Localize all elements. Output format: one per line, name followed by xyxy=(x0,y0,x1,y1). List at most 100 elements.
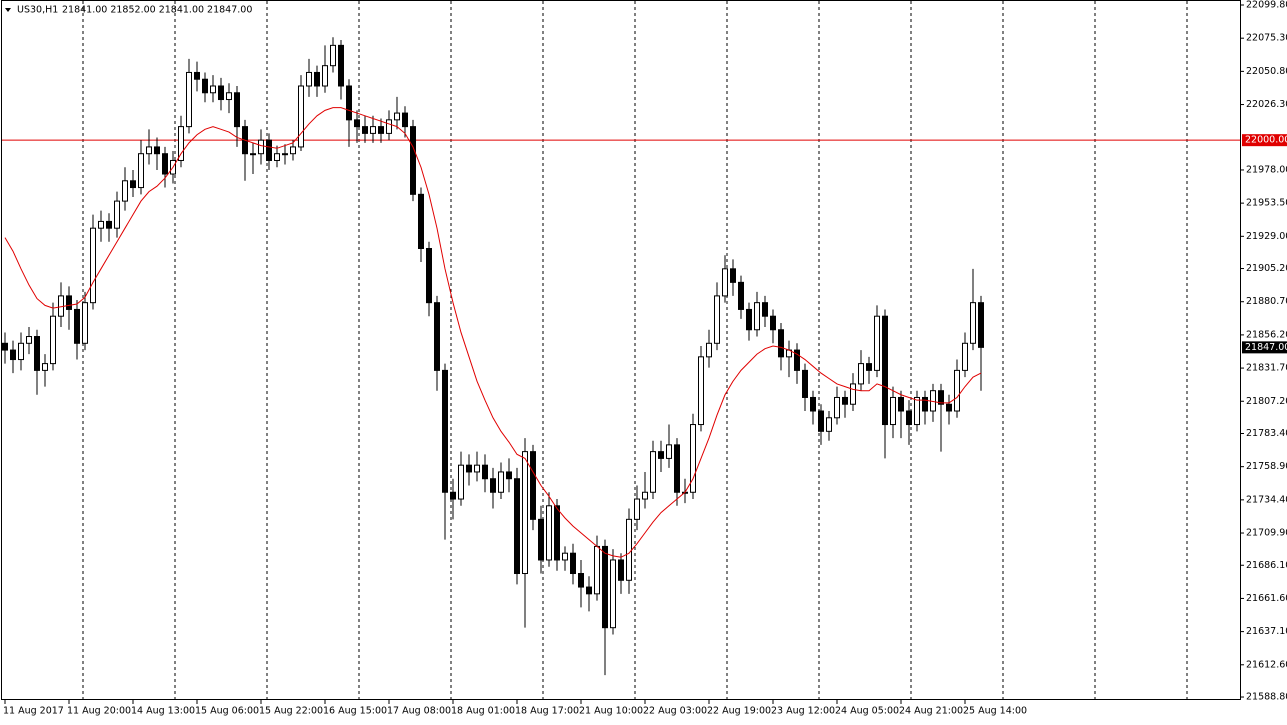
candle-body xyxy=(418,193,424,250)
x-tick-label: 18 Aug 17:00 xyxy=(515,706,579,717)
y-tick-label: 21953.50 xyxy=(1246,198,1287,209)
candle-body xyxy=(402,112,408,128)
x-tick-label: 14 Aug 13:00 xyxy=(131,706,195,717)
x-tick-label: 24 Aug 05:00 xyxy=(835,706,899,717)
candle-body xyxy=(258,139,264,155)
candle-body xyxy=(746,308,752,331)
candle-body xyxy=(554,505,560,561)
candle-body xyxy=(794,349,800,371)
candle-body xyxy=(674,444,680,493)
y-tick-label: 22075.30 xyxy=(1246,33,1287,44)
candle-body xyxy=(162,153,168,175)
candle-body xyxy=(338,44,344,87)
candle-body xyxy=(210,85,216,94)
candle-body xyxy=(722,268,728,297)
header-ohlc: 21841.00 21852.00 21841.00 21847.00 xyxy=(62,5,252,16)
candle-body xyxy=(186,71,192,128)
candle-body xyxy=(546,505,552,561)
candle-body xyxy=(962,342,968,371)
y-tick-label: 22050.80 xyxy=(1246,66,1287,77)
candle-body xyxy=(90,227,96,304)
candle-body xyxy=(98,220,104,229)
candle-body xyxy=(178,126,184,161)
candle-body xyxy=(482,464,488,480)
candle-body xyxy=(666,444,672,459)
day-separators xyxy=(82,1,1188,700)
candle-body xyxy=(282,153,288,156)
x-tick-label: 11 Aug 20:00 xyxy=(67,706,131,717)
candle-body xyxy=(818,410,824,432)
candle-body xyxy=(218,85,224,101)
candle-body xyxy=(914,396,920,426)
candle-body xyxy=(978,302,984,348)
collapse-icon[interactable] xyxy=(5,8,11,12)
y-tick-label: 21978.00 xyxy=(1246,164,1287,175)
candle-body xyxy=(618,559,624,581)
level-price-box xyxy=(1242,134,1287,147)
candle-body xyxy=(490,478,496,493)
level-price-label: 22000.00 xyxy=(1245,135,1287,146)
y-tick-label: 21709.90 xyxy=(1246,528,1287,539)
candle-body xyxy=(106,220,112,229)
y-tick-label: 21758.90 xyxy=(1246,461,1287,472)
candle-body xyxy=(2,342,8,351)
y-tick-label: 22026.30 xyxy=(1246,99,1287,110)
x-tick-label: 18 Aug 01:00 xyxy=(451,706,515,717)
candle-body xyxy=(354,119,360,128)
candle-body xyxy=(410,126,416,195)
candle-body xyxy=(946,403,952,412)
candle-body xyxy=(770,315,776,331)
candle-body xyxy=(626,518,632,581)
candle-body xyxy=(426,248,432,304)
candle-body xyxy=(130,180,136,189)
candle-body xyxy=(690,424,696,493)
x-tick-label: 25 Aug 14:00 xyxy=(963,706,1027,717)
candle-body xyxy=(594,545,600,595)
y-tick-label: 21783.40 xyxy=(1246,428,1287,439)
x-tick-label: 24 Aug 21:00 xyxy=(899,706,963,717)
y-tick-label: 21734.40 xyxy=(1246,494,1287,505)
candle-body xyxy=(386,119,392,134)
candle-body xyxy=(938,390,944,405)
candle-body xyxy=(362,126,368,134)
candle-body xyxy=(498,471,504,493)
candle-body xyxy=(658,451,664,459)
y-tick-label: 21880.70 xyxy=(1246,296,1287,307)
candle-body xyxy=(866,363,872,371)
current-price-label: 21847.00 xyxy=(1245,342,1287,353)
candle-body xyxy=(642,491,648,500)
candle-body xyxy=(514,478,520,575)
candle-body xyxy=(570,552,576,575)
candle-body xyxy=(74,308,80,344)
candle-body xyxy=(610,559,616,629)
candle-body xyxy=(250,153,256,156)
candle-body xyxy=(394,112,400,121)
candle-body xyxy=(274,153,280,161)
candle-body xyxy=(466,464,472,473)
candle-body xyxy=(474,464,480,473)
y-tick-label: 21929.00 xyxy=(1246,231,1287,242)
candle-body xyxy=(834,396,840,419)
candle-body xyxy=(906,410,912,426)
candle-body xyxy=(114,200,120,229)
candle-body xyxy=(154,146,160,155)
candle-body xyxy=(434,302,440,371)
candle-body xyxy=(586,586,592,595)
x-tick-label: 22 Aug 19:00 xyxy=(707,706,771,717)
candle-body xyxy=(458,464,464,500)
candle-body xyxy=(874,315,880,371)
candle-body xyxy=(802,369,808,398)
candle-body xyxy=(314,71,320,87)
candle-body xyxy=(762,302,768,317)
candle-body xyxy=(346,85,352,121)
candle-body xyxy=(370,126,376,134)
current-price-box xyxy=(1242,341,1287,354)
candle-body xyxy=(858,363,864,385)
candle-body xyxy=(970,302,976,344)
candle-body xyxy=(266,139,272,161)
candle-body xyxy=(522,451,528,575)
x-tick-label: 22 Aug 03:00 xyxy=(643,706,707,717)
x-tick-label: 21 Aug 10:00 xyxy=(579,706,643,717)
y-tick-label: 21831.70 xyxy=(1246,363,1287,374)
y-tick-label: 21686.10 xyxy=(1246,560,1287,571)
